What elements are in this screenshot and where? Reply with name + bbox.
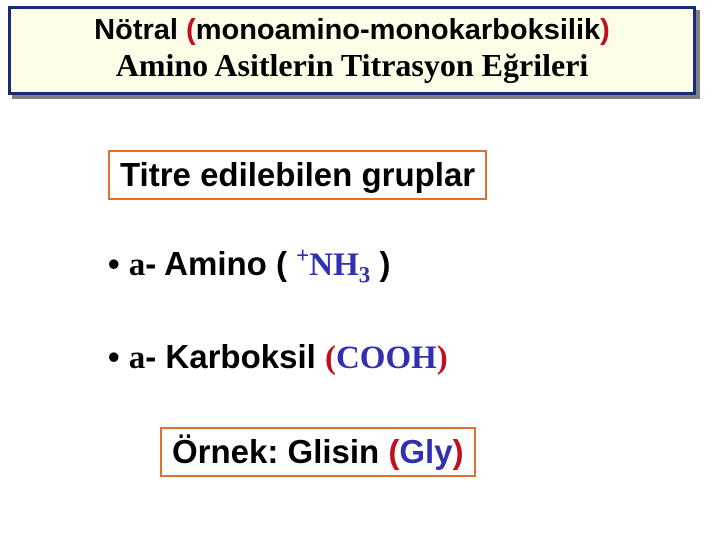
sub-3: 3 bbox=[359, 263, 371, 288]
cooh-text: COOH bbox=[336, 340, 437, 376]
amino-label: - Amino bbox=[145, 245, 276, 282]
alpha-symbol: a bbox=[129, 340, 146, 376]
title-paren-open: ( bbox=[186, 14, 196, 46]
bullet-karboksil: • a- Karboksil (COOH) bbox=[108, 338, 448, 377]
example-paren-open: ( bbox=[388, 433, 399, 470]
title-mid: monoamino-monokarboksilik bbox=[196, 14, 600, 46]
paren-open: ( bbox=[276, 245, 296, 282]
bullet-dot: • bbox=[108, 245, 129, 282]
title-box: Nötral (monoamino-monokarboksilik) Amino… bbox=[8, 6, 696, 95]
subtitle-text: Titre edilebilen gruplar bbox=[120, 156, 475, 193]
karboksil-label: - Karboksil bbox=[145, 338, 325, 375]
example-label: Örnek: Glisin bbox=[172, 433, 388, 470]
paren-open: ( bbox=[325, 340, 336, 376]
paren-close: ) bbox=[437, 340, 448, 376]
title-pre: Nötral bbox=[94, 14, 186, 46]
title-line-2: Amino Asitlerin Titrasyon Eğrileri bbox=[15, 47, 689, 84]
subtitle-box: Titre edilebilen gruplar bbox=[108, 150, 487, 200]
bullet-amino: • a- Amino ( +NH3 ) bbox=[108, 243, 390, 289]
example-gly: Gly bbox=[399, 433, 452, 470]
plus-superscript: + bbox=[296, 243, 309, 268]
title-line-1: Nötral (monoamino-monokarboksilik) bbox=[15, 15, 689, 47]
nh-text: NH bbox=[309, 247, 359, 283]
bullet-dot: • bbox=[108, 338, 129, 375]
alpha-symbol: a bbox=[129, 247, 146, 283]
title-paren-close: ) bbox=[600, 14, 610, 46]
example-paren-close: ) bbox=[453, 433, 464, 470]
paren-close: ) bbox=[370, 245, 390, 282]
example-box: Örnek: Glisin (Gly) bbox=[160, 427, 476, 477]
